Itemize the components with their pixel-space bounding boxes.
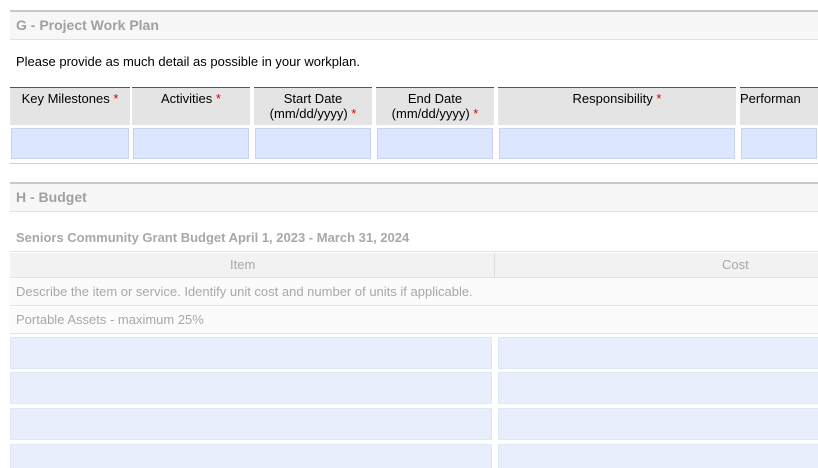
text-input[interactable] xyxy=(498,408,818,440)
text-input[interactable] xyxy=(498,444,818,468)
section-title: H - Budget xyxy=(10,182,818,212)
column-header: Key Milestones * xyxy=(10,87,130,125)
column-header: Cost xyxy=(722,257,749,272)
divider xyxy=(494,253,495,277)
text-input[interactable] xyxy=(741,128,817,159)
divider xyxy=(10,163,818,164)
text-input[interactable] xyxy=(498,372,818,404)
required-mark: * xyxy=(473,106,479,121)
text-input[interactable] xyxy=(10,337,492,369)
text-input[interactable] xyxy=(498,337,818,369)
text-input[interactable] xyxy=(11,128,129,159)
column-header-row: Item Cost xyxy=(10,253,818,278)
section-title: G - Project Work Plan xyxy=(10,10,818,40)
column-label: Start Date (mm/dd/yyyy) xyxy=(269,91,348,121)
column-label: Performan xyxy=(740,91,801,106)
description-row: Describe the item or service. Identify u… xyxy=(10,279,818,306)
text-input[interactable] xyxy=(133,128,249,159)
budget-subtitle: Seniors Community Grant Budget April 1, … xyxy=(10,226,818,252)
required-mark: * xyxy=(656,91,662,106)
column-label: Responsibility xyxy=(572,91,653,106)
text-input[interactable] xyxy=(10,372,492,404)
instruction: Please provide as much detail as possibl… xyxy=(16,54,360,69)
column-header: Item xyxy=(230,257,256,272)
text-input[interactable] xyxy=(499,128,735,159)
required-mark: * xyxy=(351,106,357,121)
text-input[interactable] xyxy=(10,408,492,440)
required-mark: * xyxy=(113,91,119,106)
required-mark: * xyxy=(215,91,221,106)
column-header: Performan xyxy=(740,87,818,125)
column-header: Responsibility * xyxy=(498,87,736,125)
column-header: Activities * xyxy=(132,87,250,125)
column-label: Key Milestones xyxy=(21,91,110,106)
column-label: Activities xyxy=(161,91,213,106)
column-header: End Date (mm/dd/yyyy) * xyxy=(376,87,494,125)
column-label: End Date (mm/dd/yyyy) xyxy=(391,91,470,121)
text-input[interactable] xyxy=(377,128,493,159)
category-row: Portable Assets - maximum 25% xyxy=(10,307,818,334)
column-header: Start Date (mm/dd/yyyy) * xyxy=(254,87,372,125)
text-input[interactable] xyxy=(255,128,371,159)
text-input[interactable] xyxy=(10,444,492,468)
